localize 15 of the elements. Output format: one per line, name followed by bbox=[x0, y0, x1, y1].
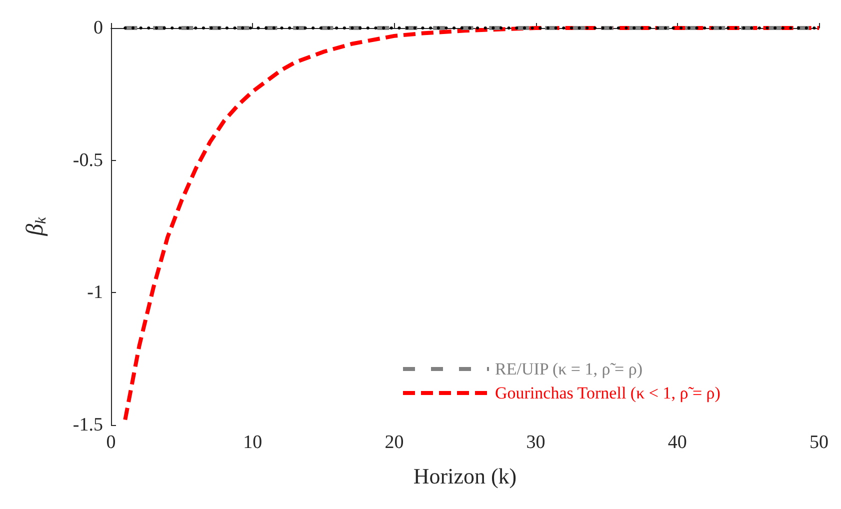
x-tick-label: 30 bbox=[526, 432, 546, 453]
x-tick-label: 50 bbox=[810, 432, 828, 453]
y-axis-title: βk bbox=[22, 216, 50, 237]
text: RE/UIP (κ = 1, ρ̃ = ρ) bbox=[495, 360, 642, 378]
x-tick-label: 10 bbox=[243, 432, 262, 453]
y-tick-label: -1 bbox=[87, 282, 103, 304]
line-series bbox=[123, 26, 821, 422]
y-tick-label: -0.5 bbox=[72, 150, 103, 171]
x-axis-title: Horizon (k) bbox=[413, 464, 517, 488]
text: Gourinchas Tornell (κ < 1, ρ̃ = ρ) bbox=[495, 384, 720, 402]
y-tick-label: 0 bbox=[94, 18, 103, 38]
x-tick-label: 20 bbox=[384, 432, 404, 453]
x-tick-label: 0 bbox=[106, 432, 116, 453]
x-tick-label: 40 bbox=[668, 432, 687, 453]
y-tick-label: -1.5 bbox=[72, 414, 103, 436]
